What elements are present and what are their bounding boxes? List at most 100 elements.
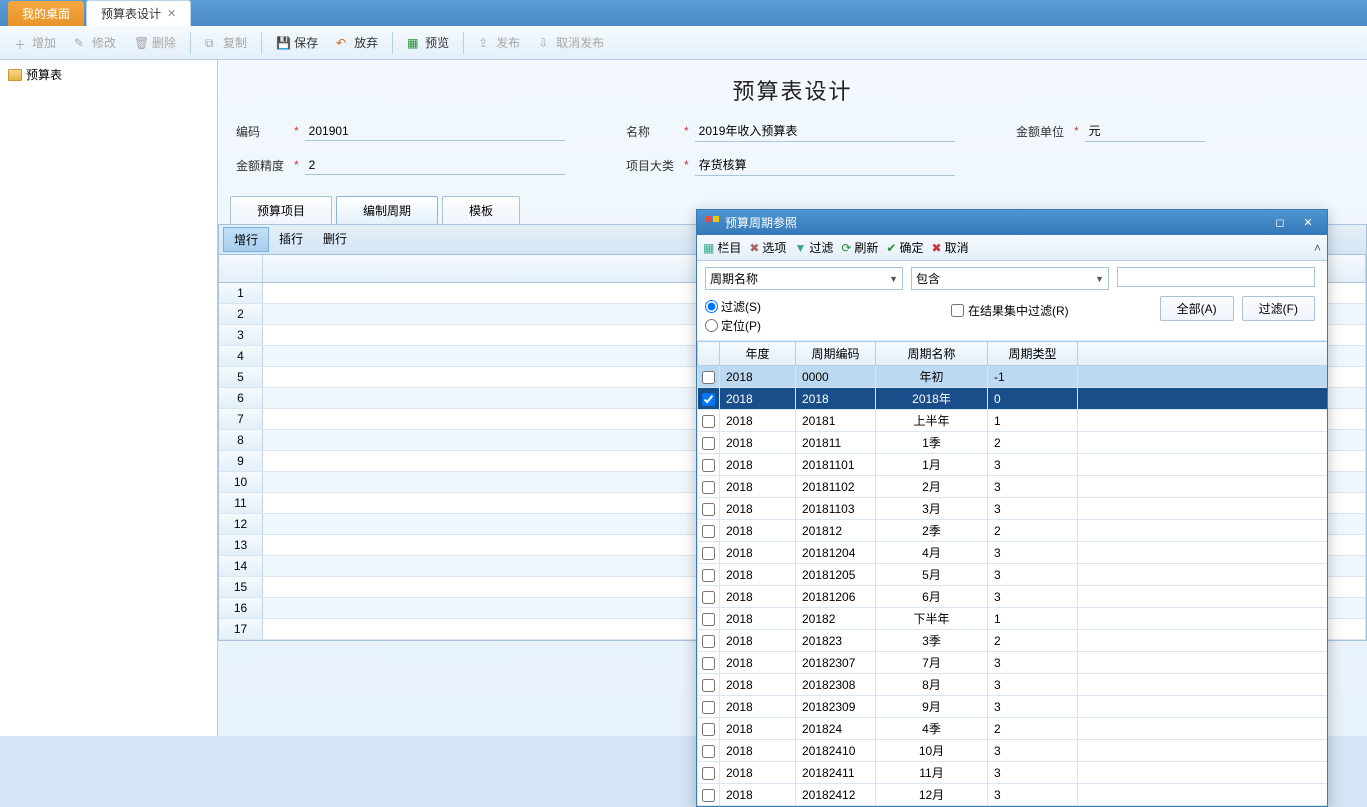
sidebar: 预算表	[0, 60, 218, 736]
table-row[interactable]: 20180000年初-1	[698, 366, 1328, 388]
row-checkbox-cell[interactable]	[698, 432, 720, 454]
row-checkbox-cell[interactable]	[698, 388, 720, 410]
table-row[interactable]: 2018201823077月3	[698, 652, 1328, 674]
table-row[interactable]: 201820182下半年1	[698, 608, 1328, 630]
insert-row-button[interactable]: 插行	[269, 227, 313, 252]
row-checkbox-cell[interactable]	[698, 696, 720, 718]
table-row[interactable]: 2018201823088月3	[698, 674, 1328, 696]
table-row[interactable]: 20182018241212月3	[698, 784, 1328, 806]
table-row[interactable]: 201820182018年0	[698, 388, 1328, 410]
field-combo[interactable]: 周期名称▼	[705, 267, 903, 290]
table-row[interactable]: 20182018241010月3	[698, 740, 1328, 762]
table-row[interactable]: 20182018244季2	[698, 718, 1328, 740]
row-checkbox-cell[interactable]	[698, 586, 720, 608]
options-button[interactable]: ✖选项	[749, 239, 786, 256]
tab-budget-items[interactable]: 预算项目	[230, 196, 332, 224]
all-button[interactable]: 全部(A)	[1160, 296, 1234, 321]
cell-spacer	[1078, 520, 1328, 542]
table-row[interactable]: 2018201812044月3	[698, 542, 1328, 564]
row-checkbox-cell[interactable]	[698, 454, 720, 476]
row-checkbox-cell[interactable]	[698, 608, 720, 630]
row-checkbox-cell[interactable]	[698, 476, 720, 498]
category-input[interactable]: 存货核算	[695, 154, 955, 176]
chk-in-result[interactable]: 在结果集中过滤(R)	[951, 302, 1069, 319]
cancel-button[interactable]: ✖取消	[932, 239, 969, 256]
tab-template[interactable]: 模板	[442, 196, 520, 224]
cell-code: 201824	[796, 718, 876, 740]
save-button[interactable]: 💾保存	[268, 31, 326, 54]
cell-year: 2018	[720, 740, 796, 762]
refresh-button[interactable]: ⟳刷新	[841, 239, 878, 256]
do-filter-button[interactable]: 过滤(F)	[1242, 296, 1315, 321]
table-row[interactable]: 2018201812066月3	[698, 586, 1328, 608]
abandon-button[interactable]: ↶放弃	[328, 31, 386, 54]
required-mark: *	[684, 124, 689, 138]
table-row[interactable]: 2018201811033月3	[698, 498, 1328, 520]
close-icon[interactable]: ✕	[1297, 215, 1319, 231]
add-row-button[interactable]: 增行	[223, 227, 269, 252]
trash-icon: 🗑	[134, 36, 148, 50]
preview-icon: ▦	[407, 36, 421, 50]
row-checkbox-cell[interactable]	[698, 762, 720, 784]
table-row[interactable]: 20182018233季2	[698, 630, 1328, 652]
table-row[interactable]: 201820181上半年1	[698, 410, 1328, 432]
maximize-icon[interactable]: ◻	[1269, 215, 1291, 231]
tree-root[interactable]: 预算表	[4, 64, 213, 85]
code-input[interactable]: 201901	[305, 122, 565, 141]
row-checkbox-cell[interactable]	[698, 542, 720, 564]
table-row[interactable]: 2018201823099月3	[698, 696, 1328, 718]
delete-row-button[interactable]: 删行	[313, 227, 357, 252]
row-checkbox-cell[interactable]	[698, 630, 720, 652]
row-checkbox-cell[interactable]	[698, 652, 720, 674]
preview-button[interactable]: ▦预览	[399, 31, 457, 54]
label: 名称	[626, 123, 678, 140]
delete-button[interactable]: 🗑删除	[126, 31, 184, 54]
table-row[interactable]: 20182018111季2	[698, 432, 1328, 454]
tab-desktop[interactable]: 我的桌面	[8, 1, 84, 26]
separator	[190, 32, 191, 54]
row-checkbox-cell[interactable]	[698, 674, 720, 696]
radio-filter[interactable]: 过滤(S)	[705, 298, 761, 315]
table-row[interactable]: 2018201811022月3	[698, 476, 1328, 498]
publish-button[interactable]: ⇪发布	[470, 31, 528, 54]
cell-code: 20181101	[796, 454, 876, 476]
header-name[interactable]: 周期名称	[876, 342, 988, 366]
columns-button[interactable]: ▦栏目	[703, 239, 741, 256]
rownum-cell: 16	[219, 598, 263, 618]
row-checkbox-cell[interactable]	[698, 520, 720, 542]
row-checkbox-cell[interactable]	[698, 784, 720, 806]
edit-button[interactable]: ✎修改	[66, 31, 124, 54]
header-code[interactable]: 周期编码	[796, 342, 876, 366]
add-button[interactable]: ＋增加	[6, 31, 64, 54]
filter-value-input[interactable]	[1117, 267, 1315, 287]
row-checkbox-cell[interactable]	[698, 718, 720, 740]
row-checkbox-cell[interactable]	[698, 366, 720, 388]
radio-locate[interactable]: 定位(P)	[705, 317, 761, 334]
tab-period[interactable]: 编制周期	[336, 196, 438, 224]
filter-button[interactable]: ▼过滤	[794, 239, 833, 256]
cell-year: 2018	[720, 674, 796, 696]
row-checkbox-cell[interactable]	[698, 564, 720, 586]
precision-input[interactable]: 2	[305, 156, 565, 175]
ok-button[interactable]: ✔确定	[886, 239, 923, 256]
copy-button[interactable]: ⧉复制	[197, 31, 255, 54]
cell-year: 2018	[720, 784, 796, 806]
header-type[interactable]: 周期类型	[988, 342, 1078, 366]
row-checkbox-cell[interactable]	[698, 410, 720, 432]
header-year[interactable]: 年度	[720, 342, 796, 366]
unpublish-button[interactable]: ⇩取消发布	[530, 31, 612, 54]
table-row[interactable]: 20182018241111月3	[698, 762, 1328, 784]
dialog-titlebar[interactable]: 预算周期参照 ◻ ✕	[697, 210, 1327, 235]
operator-combo[interactable]: 包含▼	[911, 267, 1109, 290]
table-row[interactable]: 2018201812055月3	[698, 564, 1328, 586]
collapse-icon[interactable]: ˄	[1314, 241, 1321, 255]
table-row[interactable]: 2018201811011月3	[698, 454, 1328, 476]
row-checkbox-cell[interactable]	[698, 498, 720, 520]
tab-budget-design[interactable]: 预算表设计 ✕	[86, 0, 191, 26]
unit-input[interactable]: 元	[1085, 120, 1205, 142]
close-icon[interactable]: ✕	[167, 7, 176, 20]
cell-type: 2	[988, 520, 1078, 542]
table-row[interactable]: 20182018122季2	[698, 520, 1328, 542]
row-checkbox-cell[interactable]	[698, 740, 720, 762]
name-input[interactable]: 2019年收入预算表	[695, 120, 955, 142]
